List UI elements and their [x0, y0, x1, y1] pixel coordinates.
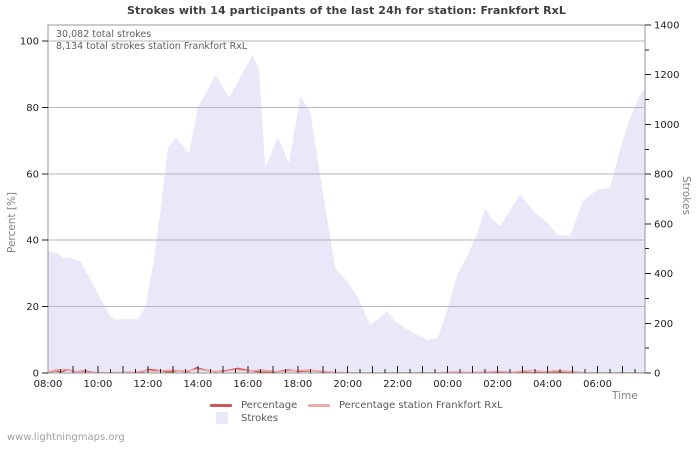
strokes-area	[48, 54, 645, 374]
right-axis-tick-label: 1000	[654, 120, 679, 131]
right-axis-tick-label: 1400	[654, 21, 679, 32]
legend-label-percentage: Percentage	[241, 400, 298, 411]
watermark: www.lightningmaps.org	[7, 432, 125, 443]
x-axis-tick-label: 18:00	[283, 379, 312, 390]
left-axis-tick-label: 100	[20, 37, 39, 48]
x-axis-tick-label: 22:00	[383, 379, 412, 390]
x-axis-tick-label: 16:00	[233, 379, 262, 390]
strokes-area-swatch	[216, 412, 228, 424]
x-axis-tick-label: 20:00	[333, 379, 362, 390]
x-axis-tick-label: 00:00	[433, 379, 462, 390]
annotation-station-strokes: 8,134 total strokes station Frankfort Rx…	[56, 41, 248, 52]
legend-item-percentage-station: Percentage station Frankfort RxL	[308, 400, 503, 411]
left-axis-tick-label: 60	[26, 169, 39, 180]
percentage-station-line-swatch	[308, 404, 330, 407]
legend-label-percentage-station: Percentage station Frankfort RxL	[339, 400, 503, 411]
left-axis-tick-label: 20	[26, 302, 39, 313]
right-axis-tick-label: 400	[654, 269, 673, 280]
right-axis-tick-label: 200	[654, 319, 673, 330]
legend-label-strokes: Strokes	[241, 412, 279, 424]
annotation-total-strokes: 30,082 total strokes	[56, 29, 152, 40]
x-axis-tick-label: 06:00	[583, 379, 612, 390]
x-axis-tick-label: 08:00	[34, 379, 63, 390]
x-axis-title: Time	[612, 390, 638, 402]
left-axis-title: Percent [%]	[6, 191, 18, 253]
x-axis-tick-label: 04:00	[533, 379, 562, 390]
legend-item-strokes: Strokes	[216, 412, 278, 424]
left-axis-tick-label: 0	[33, 369, 39, 380]
x-axis-tick-label: 12:00	[134, 379, 163, 390]
x-axis-tick-label: 02:00	[483, 379, 512, 390]
x-axis-tick-label: 10:00	[84, 379, 113, 390]
right-axis-title: Strokes	[680, 176, 692, 215]
right-axis-tick-label: 0	[654, 369, 660, 380]
chart-title: Strokes with 14 participants of the last…	[127, 4, 566, 17]
percentage-line-swatch	[210, 404, 232, 407]
right-axis-tick-label: 600	[654, 219, 673, 230]
right-axis-tick-label: 800	[654, 170, 673, 181]
left-axis-tick-label: 40	[26, 236, 39, 247]
legend-item-percentage: Percentage	[210, 400, 297, 411]
left-axis-tick-label: 80	[26, 103, 39, 114]
x-axis-tick-label: 14:00	[183, 379, 212, 390]
right-axis-tick-label: 1200	[654, 70, 679, 81]
